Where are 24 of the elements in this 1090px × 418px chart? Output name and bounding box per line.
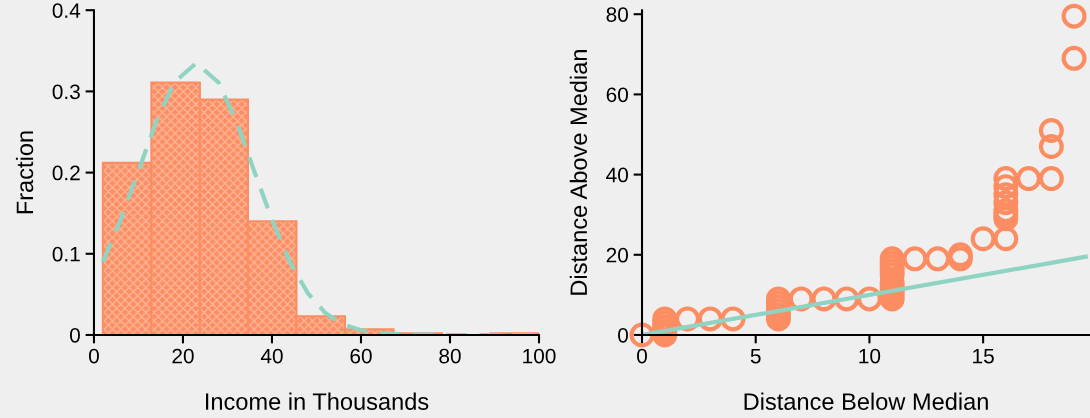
y-axis-title: Fraction — [15, 131, 34, 214]
y-tick-label: 80 — [606, 7, 628, 22]
x-tick-label: 20 — [172, 348, 194, 364]
y-tick-label: 0.1 — [52, 246, 80, 262]
x-tick-label: 0 — [88, 348, 99, 364]
y-tick-label: 0 — [69, 327, 80, 343]
y-tick-label: 0.3 — [52, 84, 80, 100]
y-tick-label: 60 — [606, 87, 628, 103]
x-tick-label: 100 — [523, 348, 556, 364]
x-tick-label: 80 — [439, 348, 461, 364]
y-tick-label: 0.4 — [52, 3, 81, 18]
x-tick-label: 15 — [973, 348, 994, 364]
y-axis-title: Distance Above Median — [569, 50, 588, 295]
x-tick-label: 0 — [637, 348, 647, 364]
x-tick-label: 10 — [859, 348, 881, 364]
x-tick-label: 5 — [750, 348, 761, 364]
x-axis-title: Income in Thousands — [206, 392, 429, 410]
x-tick-label: 40 — [260, 348, 283, 364]
y-tick-label: 40 — [606, 167, 628, 183]
y-tick-label: 0.2 — [52, 165, 80, 181]
x-axis-title: Distance Below Median — [744, 392, 988, 410]
y-tick-label: 20 — [606, 247, 628, 263]
y-tick-label: 0 — [618, 327, 628, 343]
x-tick-label: 60 — [350, 348, 372, 364]
